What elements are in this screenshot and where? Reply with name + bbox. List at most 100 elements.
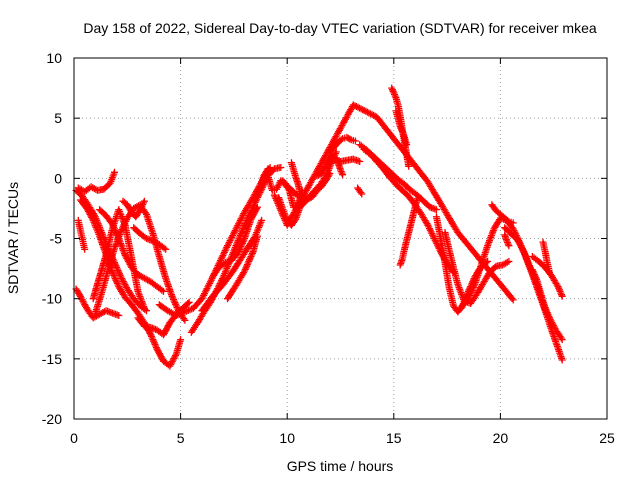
data-point (264, 165, 272, 173)
data-point (250, 209, 258, 217)
data-point (277, 164, 285, 171)
data-point (547, 317, 555, 325)
data-point (111, 275, 119, 283)
data-point (113, 279, 121, 287)
data-point (113, 230, 121, 238)
series-track-14 (198, 216, 266, 315)
data-point (351, 102, 359, 110)
data-point (508, 295, 516, 302)
data-point (88, 215, 96, 223)
series-track-24 (332, 154, 347, 179)
data-point (469, 285, 477, 293)
data-point (253, 205, 261, 213)
data-point (113, 265, 121, 273)
data-point (81, 245, 89, 253)
data-point (548, 318, 556, 326)
data-point (337, 136, 345, 144)
data-point (164, 323, 171, 331)
data-point (125, 259, 133, 267)
y-tick-label: 10 (46, 50, 62, 66)
data-point (514, 237, 522, 245)
data-point (172, 352, 179, 359)
data-point (489, 228, 497, 236)
data-point (531, 271, 538, 279)
data-point (108, 220, 116, 228)
data-point (162, 326, 170, 334)
data-point (424, 221, 432, 229)
data-point (530, 269, 538, 277)
data-point (151, 340, 159, 348)
x-tick-label: 5 (177, 430, 185, 446)
series-track-15 (209, 203, 261, 281)
data-point (554, 283, 562, 291)
data-point (181, 316, 189, 324)
data-point (248, 249, 256, 257)
data-point (111, 227, 119, 234)
y-tick-label: -5 (50, 231, 63, 247)
data-point (147, 331, 155, 339)
data-point (349, 101, 357, 109)
data-point (152, 342, 160, 350)
data-point (112, 228, 120, 236)
data-point (346, 135, 354, 143)
data-point (162, 245, 170, 253)
data-point (156, 351, 164, 359)
data-point (390, 89, 398, 97)
data-point (504, 217, 511, 224)
data-point (160, 287, 167, 295)
series-track-37 (528, 266, 553, 322)
data-point (170, 297, 178, 305)
data-point (168, 358, 176, 365)
data-point (263, 166, 271, 174)
data-point (115, 268, 123, 276)
data-point (168, 292, 176, 300)
data-point (121, 281, 129, 288)
series-track-11 (134, 298, 193, 339)
data-point (247, 215, 255, 223)
data-point (367, 110, 374, 118)
data-point (217, 255, 225, 263)
data-point (391, 92, 399, 100)
y-tick-label: 0 (54, 170, 62, 186)
data-point (358, 190, 366, 198)
y-tick-label: 5 (54, 110, 62, 126)
x-axis-label: GPS time / hours (287, 458, 394, 474)
series-track-7 (96, 206, 167, 295)
series-track-6 (74, 168, 118, 196)
x-tick-label: 25 (599, 430, 615, 446)
data-point (171, 299, 179, 307)
series-track-28 (392, 107, 411, 149)
data-point (354, 103, 362, 111)
data-point (240, 223, 248, 231)
data-point (466, 292, 474, 299)
data-point (184, 300, 192, 307)
data-point (545, 314, 553, 322)
data-points (72, 84, 566, 370)
series-track-34 (488, 201, 517, 227)
data-point (253, 232, 261, 240)
data-point (518, 243, 525, 251)
data-point (528, 266, 536, 274)
data-point (252, 206, 260, 214)
series-track-3 (72, 285, 123, 322)
data-point (140, 304, 148, 312)
data-point (503, 237, 511, 245)
data-point (119, 276, 126, 284)
data-point (109, 222, 117, 230)
data-point (514, 236, 521, 244)
axis-ticks: 0 5 10 15 20 25 -20 -15 -10 -5 0 5 10 (42, 50, 615, 446)
data-point (120, 279, 128, 287)
data-point (245, 257, 253, 265)
data-point (357, 189, 365, 196)
data-point (546, 315, 554, 323)
data-point (164, 322, 172, 330)
data-point (160, 329, 168, 337)
y-axis-label: SDTVAR / TECUs (5, 182, 21, 294)
data-point (240, 236, 248, 244)
data-point (555, 284, 563, 292)
data-point (124, 257, 132, 265)
series-track-17 (251, 165, 272, 202)
data-point (558, 292, 566, 300)
data-point (368, 111, 376, 119)
data-point (146, 329, 154, 337)
